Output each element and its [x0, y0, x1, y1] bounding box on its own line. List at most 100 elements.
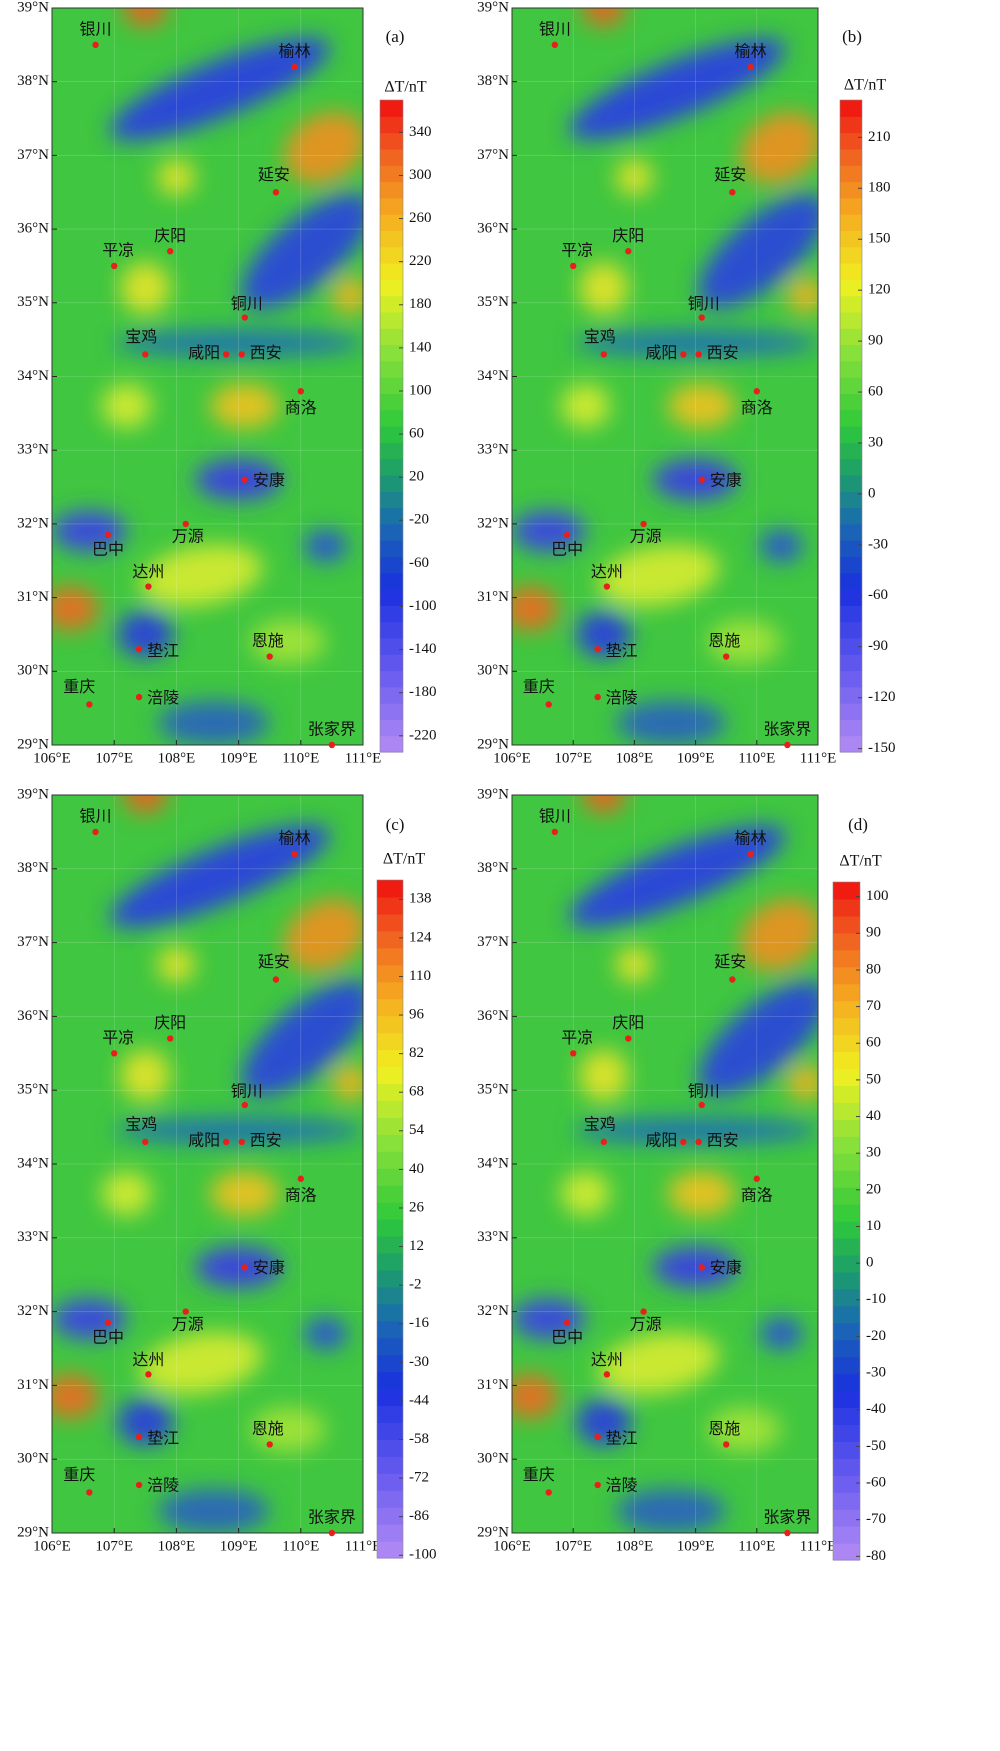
field-blob [616, 1488, 727, 1533]
field-blob [241, 193, 363, 310]
colorbar-frame [379, 99, 404, 753]
city-label: 庆阳 [612, 227, 644, 245]
colorbar-tick-label: -20 [409, 512, 429, 528]
colorbar-tick-label: 100 [866, 888, 889, 904]
colorbar-band [840, 360, 862, 378]
colorbar-tick-label: 260 [409, 210, 432, 226]
colorbar-band [840, 442, 862, 460]
city-marker [241, 1101, 249, 1109]
colorbar-tick-label: -140 [409, 641, 437, 657]
colorbar-band [380, 214, 403, 231]
colorbar-band [380, 230, 403, 248]
y-tick-label: 37°N [477, 934, 509, 950]
colorbar-band [380, 540, 403, 557]
field-blob [616, 159, 653, 196]
colorbar-band [377, 1507, 403, 1525]
plot-frame [51, 794, 364, 1534]
colorbar-band [380, 474, 403, 492]
city-marker [680, 351, 687, 358]
colorbar-band [833, 1458, 860, 1476]
field-blob [759, 529, 803, 563]
colorbar-band [840, 116, 862, 134]
colorbar-band [833, 1204, 860, 1222]
x-tick-label: 108°E [616, 1538, 654, 1554]
colorbar-tick-label: 60 [409, 426, 424, 442]
field-blobs [52, 8, 363, 745]
colorbar-tick-label: 70 [866, 998, 881, 1014]
city-label: 平凉 [102, 1029, 134, 1047]
colorbar-band [380, 735, 403, 753]
city-label: 庆阳 [612, 1014, 644, 1032]
colorbar-band [840, 703, 862, 720]
x-tick-label: 111°E [800, 1538, 837, 1554]
colorbar-band [377, 1134, 403, 1152]
field-blob [120, 262, 171, 314]
colorbar-band [833, 1153, 860, 1171]
colorbar-band [840, 474, 862, 492]
city-marker [747, 850, 754, 858]
city-label: 榆林 [735, 43, 767, 61]
colorbar-tick-label: -60 [868, 587, 888, 603]
colorbar-band [833, 949, 860, 968]
city-marker [600, 1138, 607, 1146]
field-blob [512, 586, 558, 631]
city-label: 商洛 [285, 399, 317, 417]
city-label: 达州 [132, 563, 164, 581]
colorbar-tick-label: -60 [866, 1474, 886, 1490]
city-marker [142, 351, 149, 358]
colorbar-frame [376, 879, 404, 1559]
x-tick-label: 107°E [554, 1538, 592, 1554]
colorbar-band [840, 409, 862, 427]
colorbar-band [380, 197, 403, 215]
colorbar-band [380, 686, 403, 704]
colorbar-tick-label: 220 [409, 253, 432, 269]
colorbar-tick-label: -220 [409, 727, 437, 743]
city-label: 宝鸡 [584, 1116, 616, 1134]
colorbar-band [833, 1034, 860, 1053]
colorbar-band [380, 279, 403, 297]
city-label: 重庆 [523, 678, 555, 696]
city-marker [135, 645, 143, 653]
colorbar-band [377, 1388, 403, 1407]
colorbar-band [840, 589, 862, 606]
colorbar-band [380, 426, 403, 443]
colorbar-band [380, 637, 403, 655]
colorbar-band [840, 426, 862, 443]
x-tick-label: 108°E [616, 750, 654, 766]
colorbar-label: ΔT/nT [384, 79, 427, 96]
city-label: 巴中 [92, 1328, 124, 1346]
colorbar-band [380, 458, 403, 476]
city-label: 巴中 [92, 541, 124, 559]
city-marker [328, 1529, 336, 1537]
y-tick-label: 34°N [477, 1155, 509, 1171]
plot-frame [511, 794, 819, 1534]
y-tick-label: 29°N [17, 736, 49, 752]
y-tick-label: 31°N [477, 1377, 509, 1393]
map-panel: 106°E 107°E 108°E 109°E 110°E 111°E 29°N 30°N 31… [17, 786, 436, 1562]
colorbar-band [833, 1187, 860, 1205]
colorbar-band [377, 880, 403, 898]
city-label: 张家界 [308, 1509, 356, 1527]
y-tick-label: 33°N [17, 442, 49, 458]
city-label: 涪陵 [147, 689, 179, 707]
colorbar-label: ΔT/nT [844, 77, 887, 94]
field-blob [157, 1488, 270, 1533]
colorbar-band [833, 1271, 860, 1290]
y-tick-label: 32°N [477, 515, 509, 531]
x-tick-label: 108°E [158, 1538, 196, 1554]
city-label: 重庆 [63, 678, 95, 696]
y-tick-label: 36°N [477, 1008, 509, 1024]
field-blob [52, 1374, 99, 1419]
colorbar-tick-label: 60 [868, 383, 883, 399]
field-blob [195, 459, 283, 501]
x-tick-label: 111°E [345, 750, 382, 766]
colorbar-band [380, 409, 403, 427]
y-tick-label: 34°N [17, 368, 49, 384]
city-label: 垫江 [606, 1430, 638, 1448]
panel-label: (c) [386, 815, 405, 834]
city-label: 万源 [172, 1315, 204, 1333]
city-marker [698, 1101, 705, 1109]
colorbar-band [380, 654, 403, 672]
city-label: 榆林 [279, 43, 311, 61]
colorbar-band [380, 132, 403, 150]
